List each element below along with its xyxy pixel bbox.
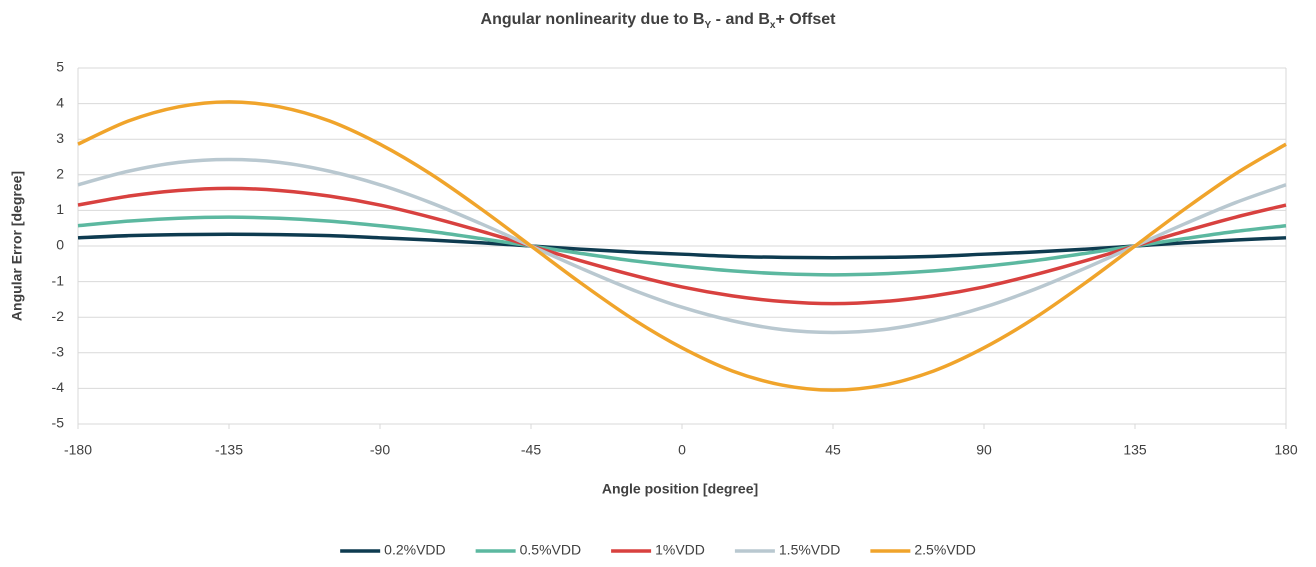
- title-part: + Offset: [775, 11, 836, 28]
- legend-label: 0.2%VDD: [384, 542, 445, 558]
- series-line: [77, 157, 1287, 335]
- x-tick-label: 135: [1123, 442, 1147, 458]
- x-tick-label: 90: [976, 442, 992, 458]
- x-tick-label: -135: [215, 442, 243, 458]
- y-axis-label: Angular Error [degree]: [9, 171, 25, 321]
- legend-label: 1.5%VDD: [779, 542, 840, 558]
- legend-label: 2.5%VDD: [914, 542, 975, 558]
- y-tick-label: 0: [56, 237, 64, 253]
- x-tick-label: -180: [64, 442, 92, 458]
- legend-label: 0.5%VDD: [520, 542, 581, 558]
- x-axis-label: Angle position [degree]: [602, 481, 758, 497]
- y-tick-label: -3: [52, 344, 65, 360]
- title-part: Y: [705, 20, 712, 31]
- title-part: Angular nonlinearity due to B: [481, 11, 705, 28]
- series-line: [77, 215, 1287, 277]
- x-tick-label: 45: [825, 442, 841, 458]
- x-tick-label: 0: [678, 442, 686, 458]
- y-tick-label: -1: [52, 272, 65, 288]
- y-tick-label: 2: [56, 166, 64, 182]
- y-tick-label: -4: [52, 379, 65, 395]
- y-tick-label: 5: [56, 59, 64, 75]
- x-tick-label: 180: [1274, 442, 1298, 458]
- x-tick-label: -90: [370, 442, 390, 458]
- chart-title: Angular nonlinearity due to BY - and Bx+…: [481, 11, 837, 31]
- y-tick-label: -2: [52, 308, 65, 324]
- y-tick-label: 1: [56, 201, 64, 217]
- y-tick-label: 3: [56, 130, 64, 146]
- title-part: - and B: [711, 11, 770, 28]
- y-tick-label: 4: [56, 94, 64, 110]
- series-line: [77, 186, 1287, 306]
- series-line: [77, 100, 1287, 392]
- series-line: [77, 232, 1287, 260]
- y-tick-label: -5: [52, 415, 65, 431]
- legend-label: 1%VDD: [655, 542, 705, 558]
- x-tick-label: -45: [521, 442, 541, 458]
- title-part: x: [770, 20, 776, 31]
